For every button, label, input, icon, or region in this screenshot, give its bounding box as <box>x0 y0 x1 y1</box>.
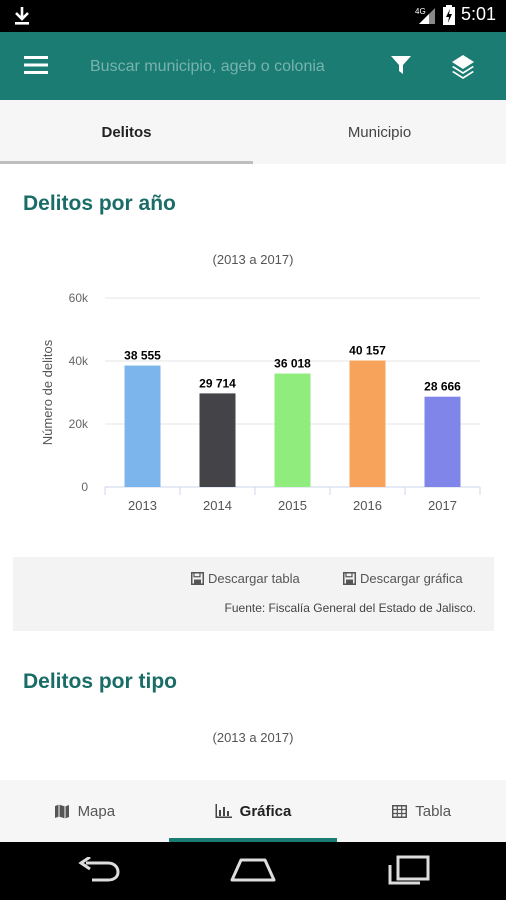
y-axis-title: Número de delitos <box>40 339 55 445</box>
recent-apps-icon[interactable] <box>386 855 432 885</box>
nav-label: Tabla <box>415 802 452 820</box>
section-title-delitos-por-tipo: Delitos por tipo <box>23 670 177 693</box>
bar <box>424 396 461 487</box>
tab-label: Delitos <box>101 123 152 141</box>
y-tick-label: 60k <box>69 291 89 305</box>
bar-chart-icon <box>215 804 232 818</box>
save-icon <box>343 572 356 585</box>
app-bar <box>0 32 506 100</box>
data-label: 40 157 <box>349 344 386 358</box>
x-tick-label: 2017 <box>428 498 457 513</box>
nav-label: Gráfica <box>239 802 292 820</box>
table-icon <box>392 804 408 818</box>
system-navigation-bar <box>0 842 506 900</box>
tab-label: Municipio <box>347 123 412 141</box>
tab-municipio[interactable]: Municipio <box>253 100 506 164</box>
chart-subtitle: (2013 a 2017) <box>212 252 294 267</box>
download-notification-icon <box>15 7 29 25</box>
bar <box>349 360 386 487</box>
status-bar: 4G 5:01 <box>0 0 506 32</box>
chart-subtitle-tipo: (2013 a 2017) <box>212 730 294 745</box>
x-tick-label: 2015 <box>278 498 307 513</box>
x-tick-label: 2014 <box>203 498 232 513</box>
x-tick-label: 2016 <box>353 498 382 513</box>
data-label: 29 714 <box>199 376 236 390</box>
download-chart-label: Descargar gráfica <box>360 571 463 586</box>
back-icon[interactable] <box>76 857 122 883</box>
main-content[interactable]: Delitos por año (2013 a 2017) 0 20k 40k 60k… <box>0 164 506 780</box>
save-icon <box>191 572 204 585</box>
data-label: 28 666 <box>424 380 461 394</box>
home-icon[interactable] <box>229 856 277 884</box>
tab-delitos[interactable]: Delitos <box>0 100 253 164</box>
y-tick-label: 0 <box>81 480 88 494</box>
y-tick-label: 20k <box>69 417 89 431</box>
map-icon <box>54 804 69 818</box>
bottom-navigation: Mapa Gráfica Tabla <box>0 780 506 842</box>
download-table-link[interactable]: Descargar tabla <box>191 571 300 586</box>
bar <box>124 365 161 487</box>
source-note: Fuente: Fiscalía General del Estado de J… <box>224 601 476 615</box>
y-tick-label: 40k <box>69 354 89 368</box>
bar <box>199 393 236 487</box>
nav-mapa[interactable]: Mapa <box>0 780 169 842</box>
clock: 5:01 <box>460 4 496 24</box>
data-label: 36 018 <box>274 357 311 371</box>
signal-icon: 4G <box>415 7 435 24</box>
nav-label: Mapa <box>77 802 116 820</box>
chart-actions-panel: Descargar tabla Descargar gráfica Fuente… <box>13 557 494 631</box>
bar <box>274 373 311 487</box>
network-type-label: 4G <box>415 7 426 16</box>
battery-icon <box>442 4 455 25</box>
bar-chart: 0 20k 40k 60k Número de delitos 38 555 2013 29 … <box>40 291 481 513</box>
data-label: 38 555 <box>124 349 161 363</box>
menu-icon[interactable] <box>24 55 48 75</box>
tab-bar: Delitos Municipio <box>0 100 506 164</box>
section-title-delitos-por-ano: Delitos por año <box>23 192 176 215</box>
download-table-label: Descargar tabla <box>208 571 300 586</box>
download-chart-link[interactable]: Descargar gráfica <box>343 571 463 586</box>
filter-icon[interactable] <box>390 54 412 76</box>
x-tick-label: 2013 <box>128 498 157 513</box>
search-input[interactable] <box>90 54 370 80</box>
nav-tabla[interactable]: Tabla <box>337 780 506 842</box>
layers-icon[interactable] <box>450 53 476 79</box>
nav-grafica[interactable]: Gráfica <box>168 780 338 842</box>
